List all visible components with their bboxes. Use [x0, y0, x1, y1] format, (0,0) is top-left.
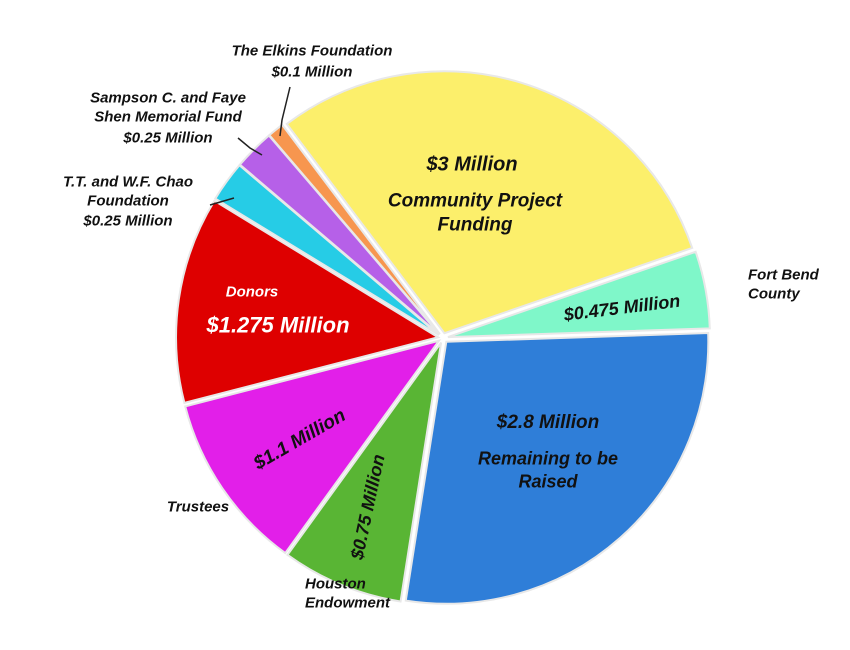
pie-slice	[285, 70, 694, 335]
slice-value-label: $0.25 Million	[123, 129, 213, 147]
slice-value-label: $2.8 Million	[496, 412, 600, 434]
leader-line	[279, 86, 291, 137]
slice-name: The Elkins Foundation	[231, 42, 393, 60]
slice-name: Trustees	[166, 498, 230, 516]
slice-value-label: $0.1 Million	[271, 63, 353, 81]
leader-line	[237, 137, 263, 156]
leader-line	[209, 197, 235, 206]
slice-value-label: $3 Million	[426, 153, 518, 176]
pie-slice	[404, 332, 710, 605]
pie-slice	[213, 163, 440, 336]
pie-slice	[183, 339, 442, 555]
slice-name: Community Project Funding	[387, 190, 563, 235]
slice-name: Fort Bend County	[748, 266, 819, 302]
slice-name: Sampson C. and Faye Shen Memorial Fund	[90, 89, 246, 125]
slice-name: Houston Endowment	[305, 575, 390, 611]
pie-slice	[286, 342, 443, 603]
slice-name: Remaining to be Raised	[477, 448, 618, 492]
leader-lines	[209, 86, 291, 206]
slice-name: Donors	[225, 283, 279, 301]
slice-value-label: $1.275 Million	[206, 312, 350, 338]
pie-slice	[175, 199, 441, 405]
slice-value-label: $0.25 Million	[83, 212, 173, 230]
pie-slice	[447, 250, 711, 339]
slice-name: T.T. and W.F. Chao Foundation	[63, 173, 193, 209]
